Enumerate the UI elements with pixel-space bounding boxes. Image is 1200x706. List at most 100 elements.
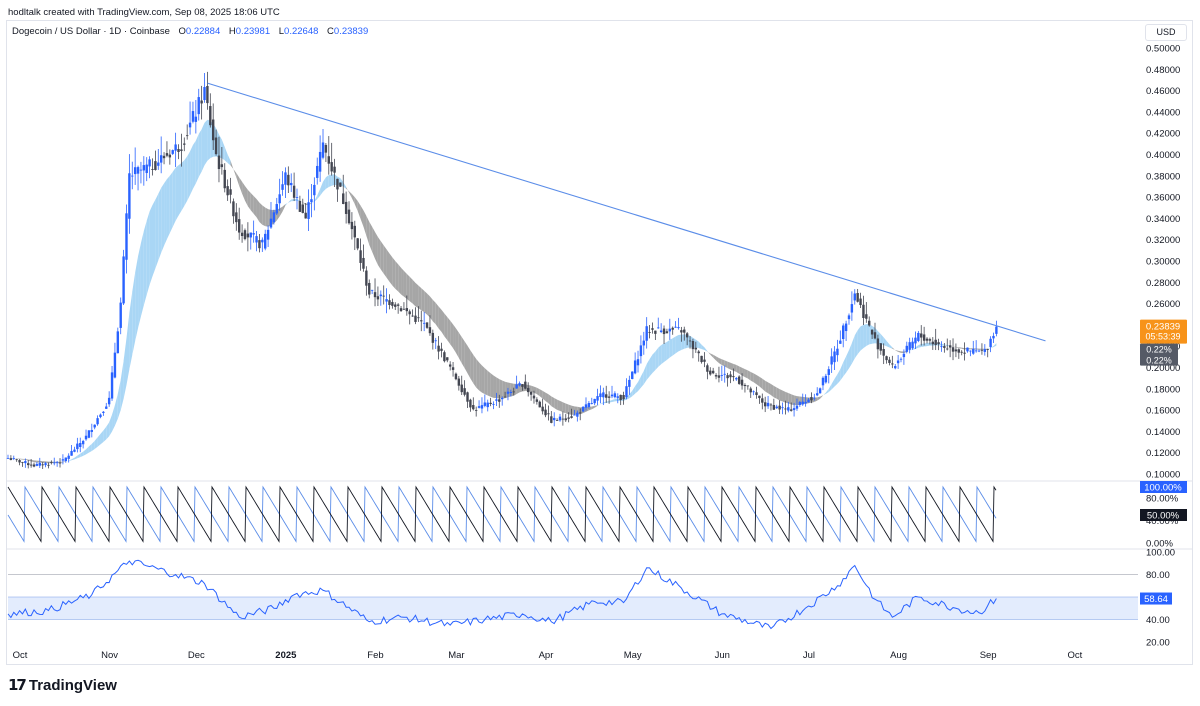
ma-ribbon-segment bbox=[554, 397, 558, 410]
candle-body bbox=[888, 359, 891, 363]
candle-body bbox=[269, 218, 273, 228]
ma-ribbon-segment bbox=[291, 199, 295, 202]
candle-body bbox=[995, 326, 998, 334]
time-axis-label: Apr bbox=[539, 650, 554, 661]
candle-body bbox=[619, 394, 622, 400]
candle-body bbox=[954, 349, 958, 352]
candle-body bbox=[379, 294, 383, 297]
symbol-legend[interactable]: Dogecoin / US Dollar · 1D · Coinbase O0.… bbox=[12, 26, 368, 37]
candle-body bbox=[313, 184, 316, 196]
candle-body bbox=[729, 374, 732, 378]
ma-ribbon-segment bbox=[429, 296, 433, 322]
candle-body bbox=[350, 221, 354, 230]
ma-ribbon-segment bbox=[375, 231, 378, 265]
ma-ribbon-segment bbox=[704, 347, 708, 352]
candle-body bbox=[122, 256, 125, 304]
candle-body bbox=[677, 327, 680, 329]
candle-body bbox=[798, 402, 802, 405]
ma-ribbon-segment bbox=[895, 350, 899, 352]
price-tick-label: 0.16000 bbox=[1146, 406, 1180, 417]
candle-body bbox=[151, 169, 154, 170]
ma-ribbon-segment bbox=[707, 351, 711, 355]
ma-ribbon-segment bbox=[866, 324, 870, 346]
ma-ribbon-segment bbox=[828, 383, 832, 393]
ma-ribbon-segment bbox=[279, 206, 283, 217]
candle-body bbox=[255, 236, 258, 243]
ma-ribbon-segment bbox=[837, 369, 841, 384]
ma-ribbon-segment bbox=[944, 344, 948, 346]
credit-line: hodltalk created with TradingView.com, S… bbox=[8, 7, 280, 18]
candle-body bbox=[64, 457, 67, 462]
price-tick-label: 0.20000 bbox=[1146, 363, 1180, 374]
ma-ribbon-segment bbox=[192, 140, 196, 189]
ma-ribbon-segment bbox=[126, 312, 130, 385]
ma-ribbon-segment bbox=[135, 256, 139, 342]
ma-ribbon-segment bbox=[458, 332, 462, 364]
ma-ribbon-segment bbox=[22, 458, 26, 460]
ma-ribbon-segment bbox=[496, 377, 500, 399]
candle-body bbox=[356, 238, 359, 249]
candle-body bbox=[865, 314, 868, 319]
ma-ribbon-segment bbox=[672, 336, 676, 356]
candle-body bbox=[761, 398, 764, 403]
candle-body bbox=[194, 116, 198, 122]
candle-body bbox=[917, 332, 920, 341]
ma-ribbon-segment bbox=[138, 242, 141, 329]
candle-body bbox=[443, 352, 446, 362]
candle-body bbox=[830, 356, 833, 365]
ma-ribbon-segment bbox=[320, 181, 324, 196]
candle-body bbox=[772, 405, 776, 410]
ma-ribbon-segment bbox=[846, 350, 849, 373]
price-tick-label: 0.40000 bbox=[1146, 150, 1180, 161]
candle-body bbox=[628, 379, 631, 387]
symbol-title[interactable]: Dogecoin / US Dollar · 1D · Coinbase bbox=[12, 26, 170, 37]
currency-button[interactable]: USD bbox=[1145, 24, 1187, 41]
candle-body bbox=[873, 332, 877, 339]
ma-ribbon-segment bbox=[869, 324, 873, 345]
candle-body bbox=[512, 391, 515, 393]
ma-ribbon-segment bbox=[669, 338, 673, 358]
ma-ribbon-segment bbox=[331, 174, 335, 186]
candle-body bbox=[966, 347, 969, 352]
time-axis-label: Nov bbox=[101, 650, 118, 661]
ma-ribbon-segment bbox=[880, 334, 884, 346]
candle-body bbox=[946, 348, 949, 350]
candle-body bbox=[446, 357, 449, 361]
ma-ribbon-segment bbox=[909, 349, 913, 351]
candle-body bbox=[605, 394, 608, 398]
ma-ribbon-segment bbox=[568, 404, 572, 415]
ma-ribbon-segment bbox=[507, 382, 511, 398]
ma-ribbon-segment bbox=[661, 343, 665, 365]
oscillator-badge bbox=[1140, 481, 1187, 493]
ma-ribbon-segment bbox=[432, 299, 436, 325]
ma-ribbon-segment bbox=[143, 220, 147, 306]
candle-body bbox=[599, 393, 602, 398]
candle-body bbox=[839, 340, 842, 344]
candle-body bbox=[711, 370, 715, 374]
ma-ribbon-segment bbox=[597, 403, 601, 406]
ma-ribbon-segment bbox=[360, 205, 364, 227]
candle-body bbox=[920, 333, 923, 338]
tradingview-brand[interactable]: 17 TradingView bbox=[8, 676, 117, 694]
ma-ribbon-segment bbox=[941, 343, 945, 346]
ma-ribbon-segment bbox=[123, 338, 127, 399]
candle-body bbox=[53, 462, 56, 464]
candle-body bbox=[87, 430, 91, 438]
time-axis-label: May bbox=[624, 650, 642, 661]
ma-ribbon-segment bbox=[62, 461, 66, 463]
candle-body bbox=[636, 359, 640, 366]
candle-body bbox=[631, 371, 634, 380]
ma-ribbon-segment bbox=[175, 165, 179, 221]
candle-body bbox=[735, 378, 738, 380]
candle-body bbox=[940, 346, 943, 348]
ma-ribbon-segment bbox=[773, 385, 777, 399]
candle-body bbox=[174, 144, 177, 151]
price-tick-label: 0.44000 bbox=[1146, 107, 1180, 118]
candle-body bbox=[925, 338, 929, 341]
low-label: L bbox=[278, 26, 285, 37]
close-value: 0.23839 bbox=[333, 26, 369, 37]
ma-ribbon-segment bbox=[60, 461, 63, 463]
candle-body bbox=[532, 395, 536, 399]
ma-ribbon-segment bbox=[770, 384, 774, 398]
